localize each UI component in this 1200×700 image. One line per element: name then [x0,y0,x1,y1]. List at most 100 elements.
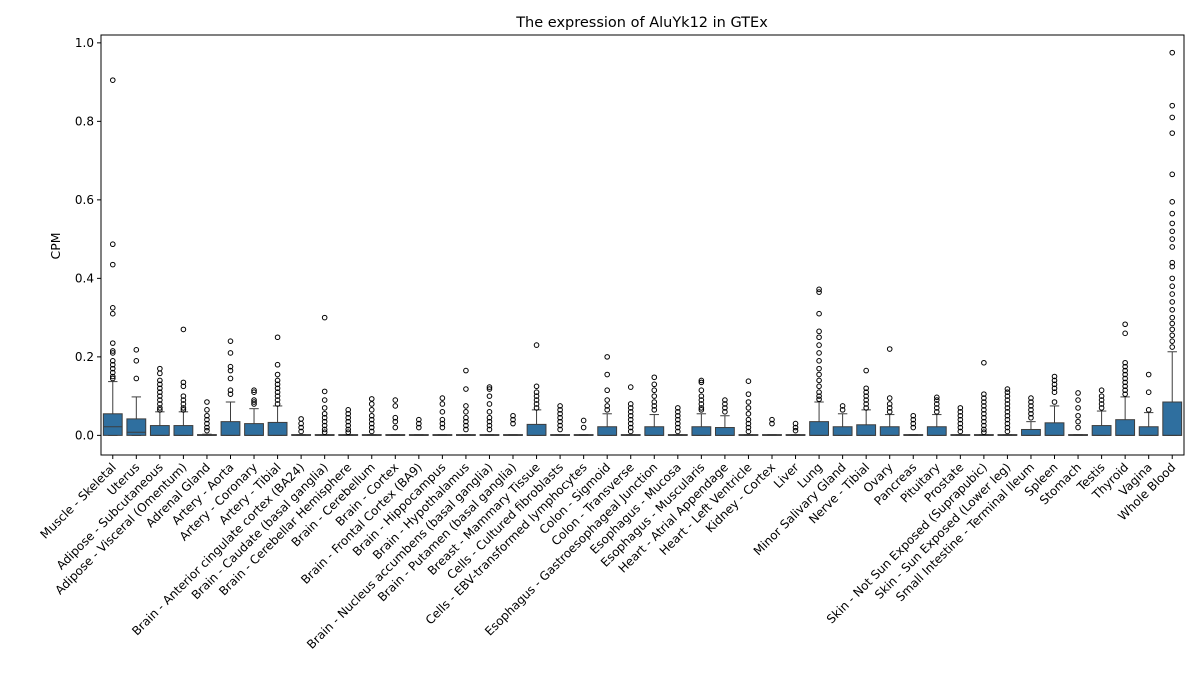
outlier-point [816,357,822,364]
outlier-point [1169,338,1176,344]
outlier-point [251,397,257,403]
box-group [291,416,312,436]
outlier-point [157,381,163,388]
outlier-point [1169,244,1176,250]
outlier-point [1098,393,1105,399]
outlier-point [321,410,328,417]
outlier-point [251,387,257,394]
box [714,427,735,436]
box-group [809,286,829,436]
outlier-point [981,391,987,397]
box-group [550,403,571,436]
outlier-point [204,412,210,419]
outlier-point [392,424,399,431]
outlier-point [863,397,869,403]
outlier-point [886,346,893,352]
y-tick-label: 0.6 [75,193,94,207]
box-group [244,387,264,436]
outlier-point [604,407,610,413]
outlier-point [1122,379,1128,386]
outlier-point [957,420,964,427]
outlier-point [1004,428,1011,435]
outlier-point [627,420,634,427]
outlier-point [1122,363,1128,370]
outlier-point [1169,49,1176,56]
outlier-point [1122,359,1128,366]
outlier-point [274,377,281,384]
outlier-point [1028,407,1034,413]
outlier-point [1051,399,1058,405]
outlier-point [863,385,869,392]
outlier-point [863,401,869,407]
box-group [832,403,853,436]
outlier-point [368,396,375,402]
outlier-point [1169,210,1176,217]
outlier-point [180,401,187,407]
outlier-point [274,401,281,407]
outlier-point [486,401,493,407]
outlier-point [557,426,563,433]
outlier-point [227,375,234,382]
outlier-point [1122,387,1128,394]
outlier-point [1051,373,1058,380]
outlier-point [321,388,328,395]
box-group [738,378,759,436]
outlier-point [227,363,234,370]
outlier-point [580,417,587,424]
outlier-point [204,420,210,427]
outlier-point [109,375,116,382]
outlier-point [1098,405,1105,411]
outlier-point [274,385,281,392]
box-group [220,338,241,436]
y-tick-label: 0.8 [75,114,94,128]
outlier-point [627,416,634,423]
box-group [385,397,406,436]
plot-frame [100,34,1185,456]
outlier-point [698,401,705,407]
outlier-point [298,416,304,422]
outlier-point [321,426,328,433]
outlier-point [651,381,658,388]
outlier-point [1169,199,1176,205]
box-group [997,386,1018,436]
outlier-point [1122,330,1128,337]
outlier-point [745,399,752,405]
outlier-point [1169,228,1176,235]
outlier-point [863,389,869,395]
y-tick-label: 1.0 [75,36,94,50]
outlier-point [1004,386,1011,392]
outlier-point [1051,389,1058,395]
outlier-point [1145,407,1152,413]
box-group [314,314,335,436]
box-group [879,346,900,436]
outlier-point [439,409,446,415]
outlier-point [321,429,328,436]
chart-title: The expression of AluYk12 in GTEx [515,15,768,31]
outlier-point [1051,385,1058,392]
outlier-point [439,420,446,427]
box [644,426,665,436]
outlier-point [1169,263,1176,270]
outlier-point [1169,259,1176,266]
outlier-point [368,401,375,407]
box-group [267,334,288,436]
outlier-point [627,384,634,390]
outlier-point [816,334,822,341]
box [244,423,264,436]
box-group [573,417,594,436]
outlier-point [1004,409,1011,415]
outlier-point [1004,401,1011,407]
box [832,426,853,436]
outlier-point [1004,412,1011,419]
outlier-point [463,418,469,425]
outlier-point [957,428,964,435]
outlier-point [957,412,964,419]
outlier-point [321,414,328,421]
outlier-point [580,424,587,431]
outlier-point [227,387,234,394]
box-group [1162,49,1183,436]
outlier-point [180,326,187,333]
box-group [173,326,194,436]
outlier-point [933,401,940,407]
outlier-point [1169,220,1176,227]
